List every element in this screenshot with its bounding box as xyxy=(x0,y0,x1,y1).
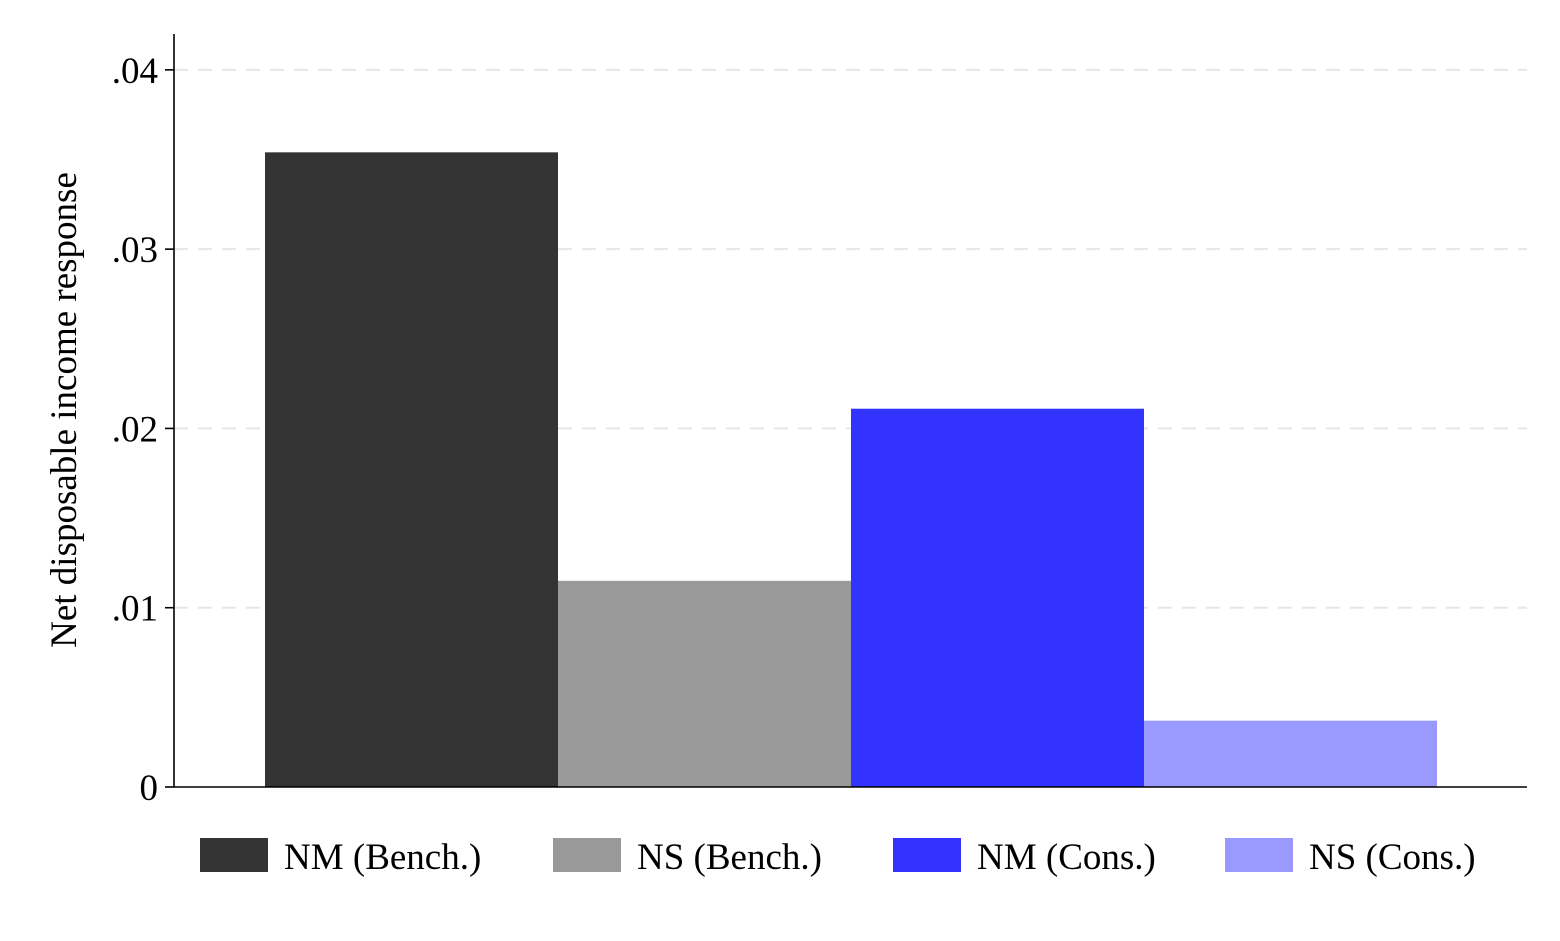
y-tick-label: .01 xyxy=(112,589,158,630)
legend-label: NS (Bench.) xyxy=(637,837,822,878)
legend-swatch xyxy=(200,838,268,872)
y-tick-label: .03 xyxy=(112,230,158,271)
y-ticks: 0 .01 .02 .03 .04 xyxy=(112,51,174,809)
bar xyxy=(1144,720,1437,787)
legend-swatch xyxy=(1225,838,1293,872)
y-tick-label: 0 xyxy=(140,768,159,809)
y-tick-label: .04 xyxy=(112,51,158,92)
y-axis-label: Net disposable income response xyxy=(44,172,85,648)
y-tick-label: .02 xyxy=(112,409,158,450)
legend: NM (Bench.) NS (Bench.) NM (Cons.) NS (Cons… xyxy=(200,837,1476,878)
bar xyxy=(851,408,1144,787)
bar xyxy=(265,152,558,788)
legend-swatch xyxy=(553,838,621,872)
bars xyxy=(265,152,1437,788)
legend-label: NM (Cons.) xyxy=(977,837,1156,878)
axes xyxy=(173,34,1527,788)
legend-label: NM (Bench.) xyxy=(284,837,481,878)
bar xyxy=(558,580,851,787)
legend-label: NS (Cons.) xyxy=(1309,837,1476,878)
legend-swatch xyxy=(893,838,961,872)
